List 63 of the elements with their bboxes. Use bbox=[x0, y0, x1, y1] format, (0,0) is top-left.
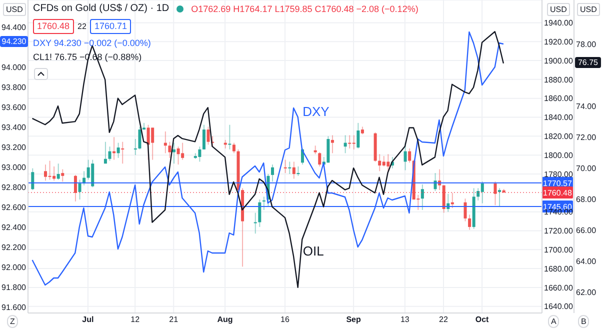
y2-tick-label: 92.000 bbox=[2, 262, 27, 272]
text: A bbox=[548, 315, 560, 328]
y-tick-label: 1820.00 bbox=[544, 132, 574, 142]
y3-tick-label: 66.00 bbox=[576, 226, 597, 235]
series-label: DXY bbox=[302, 104, 330, 119]
text: B bbox=[578, 315, 590, 328]
y2-tick-label: 92.400 bbox=[2, 222, 27, 232]
y2-tick-label: 92.600 bbox=[2, 202, 27, 212]
y2-tick-label: 93.400 bbox=[2, 122, 27, 132]
y2-tick-label: 93.600 bbox=[2, 102, 27, 112]
text: USD bbox=[547, 3, 570, 16]
annotation: 1760.48 bbox=[33, 19, 74, 34]
y-tick-label: 1700.00 bbox=[544, 245, 574, 254]
annotation: 22 bbox=[78, 21, 86, 32]
y-tick-label: 1940.00 bbox=[544, 18, 574, 28]
y-tick-label: 1660.00 bbox=[544, 283, 574, 292]
annotation: O1762.69 H1764.17 L1759.85 C1760.48 −2.08 (−0.12%) bbox=[191, 4, 418, 14]
y2-tick-label: 92.200 bbox=[2, 242, 27, 252]
ref-line-label: 1770.57 bbox=[543, 178, 573, 188]
y3-tick-label: 72.00 bbox=[576, 132, 597, 142]
annotation: DXY 94.230 −0.002 (−0.00%) bbox=[33, 38, 151, 49]
y2-tick-label: 93.000 bbox=[2, 162, 27, 172]
chart-title: CFDs on Gold (US$ / OZ) · 1D bbox=[33, 3, 170, 15]
x-tick-label: 12 bbox=[130, 315, 140, 324]
y2-tick-label: 94.000 bbox=[2, 62, 27, 72]
x-tick-label: 16 bbox=[280, 315, 290, 324]
text: 94.230 bbox=[0, 36, 28, 47]
text: Z bbox=[7, 315, 18, 328]
x-tick-label: Oct bbox=[475, 315, 490, 324]
x-tick-label: Aug bbox=[217, 315, 233, 324]
x-tick-label: 21 bbox=[169, 315, 179, 324]
y-tick-label: 1840.00 bbox=[544, 113, 574, 122]
y-tick-label: 1880.00 bbox=[544, 75, 574, 84]
y3-tick-label: 70.00 bbox=[576, 164, 597, 173]
y2-tick-label: 93.200 bbox=[2, 142, 27, 152]
y-tick-label: 1640.00 bbox=[544, 302, 574, 312]
series-label: OIL bbox=[302, 243, 324, 258]
annotation: 1760.71 bbox=[90, 19, 131, 34]
y2-tick-label: 92.800 bbox=[2, 182, 27, 192]
text: USD bbox=[577, 3, 600, 16]
text: USD bbox=[3, 3, 26, 16]
y3-tick-label: 62.00 bbox=[576, 288, 597, 297]
y-tick-label: 1780.00 bbox=[544, 170, 574, 179]
y-tick-label: 1720.00 bbox=[544, 226, 574, 236]
x-tick-label: 22 bbox=[439, 315, 448, 324]
y-tick-label: 1800.00 bbox=[544, 150, 574, 160]
x-tick-label: 13 bbox=[400, 315, 410, 324]
y3-tick-label: 64.00 bbox=[576, 256, 597, 266]
y-tick-label: 1860.00 bbox=[544, 94, 574, 104]
y-tick-label: 1900.00 bbox=[544, 56, 574, 66]
y3-tick-label: 68.00 bbox=[576, 194, 597, 204]
x-tick-label: Sep bbox=[346, 315, 361, 324]
ref-line-label: 1760.48 bbox=[543, 188, 573, 198]
y3-tick-label: 78.00 bbox=[576, 40, 597, 49]
y-tick-label: 1920.00 bbox=[544, 37, 574, 46]
y2-tick-label: 91.600 bbox=[2, 302, 27, 312]
text: 76.75 bbox=[575, 57, 601, 68]
y3-tick-label: 74.00 bbox=[576, 102, 597, 111]
y2-tick-label: 94.400 bbox=[2, 22, 27, 32]
y2-tick-label: 93.800 bbox=[2, 82, 27, 92]
y2-tick-label: 91.800 bbox=[2, 282, 27, 292]
y-tick-label: 1680.00 bbox=[544, 264, 574, 274]
x-tick-label: Jul bbox=[82, 315, 94, 324]
